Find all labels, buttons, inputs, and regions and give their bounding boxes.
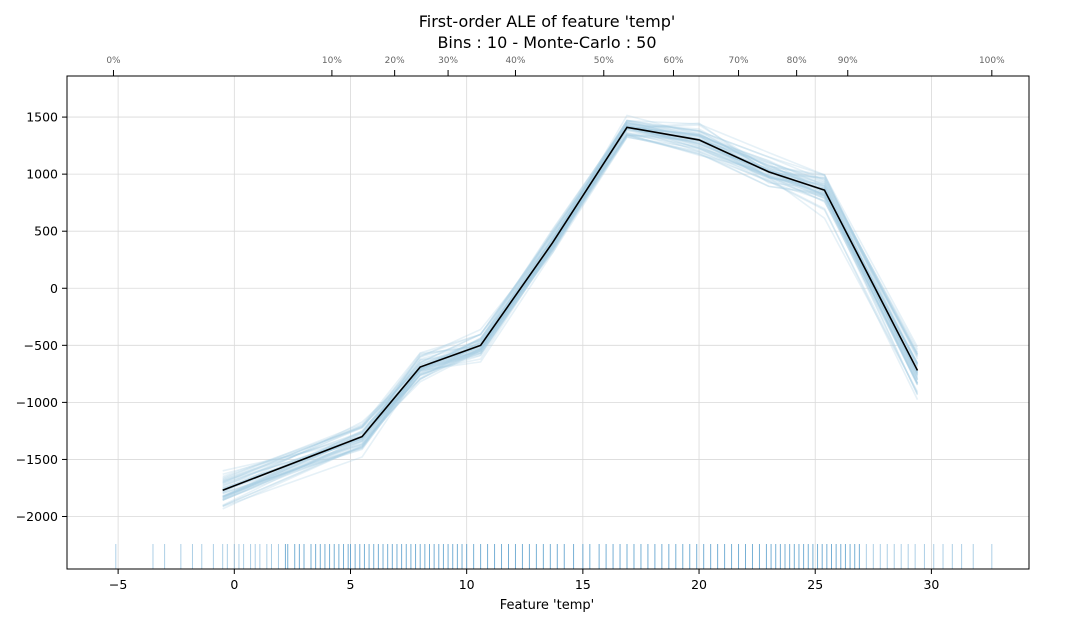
monte-carlo-run xyxy=(222,123,919,506)
monte-carlo-run xyxy=(222,126,919,494)
x-tick-label: 25 xyxy=(807,577,823,592)
monte-carlo-run xyxy=(222,119,919,480)
monte-carlo-run xyxy=(222,133,919,507)
x-tick-label: 15 xyxy=(575,577,591,592)
x-tick-label: 10 xyxy=(459,577,475,592)
monte-carlo-run xyxy=(222,134,919,500)
monte-carlo-run xyxy=(222,126,919,491)
monte-carlo-run xyxy=(222,126,919,487)
y-tick-label: 0 xyxy=(50,281,58,296)
monte-carlo-run xyxy=(222,122,919,483)
monte-carlo-run xyxy=(222,123,919,482)
monte-carlo-run xyxy=(222,119,919,489)
chart-title: First-order ALE of feature 'temp' xyxy=(419,12,676,31)
monte-carlo-run xyxy=(222,135,919,510)
x-axis-label: Feature 'temp' xyxy=(500,598,594,613)
y-tick-label: 500 xyxy=(34,224,58,239)
quantile-tick-label: 10% xyxy=(322,56,342,66)
quantile-tick-label: 30% xyxy=(438,56,458,66)
monte-carlo-run xyxy=(222,119,919,488)
monte-carlo-run xyxy=(222,134,919,501)
monte-carlo-run xyxy=(222,119,919,472)
x-axis-ticks: −5 0 5 10 15 20 25 30 xyxy=(109,569,939,592)
monte-carlo-run xyxy=(222,132,919,501)
quantile-tick-label: 50% xyxy=(594,56,614,66)
monte-carlo-run xyxy=(222,125,919,478)
monte-carlo-run xyxy=(222,128,919,484)
quantile-tick-label: 80% xyxy=(787,56,807,66)
x-tick-label: 0 xyxy=(230,577,238,592)
monte-carlo-run xyxy=(222,121,919,490)
x-tick-label: 5 xyxy=(347,577,355,592)
quantile-tick-label: 100% xyxy=(979,56,1005,66)
x-tick-label: 30 xyxy=(923,577,939,592)
quantile-tick-label: 0% xyxy=(106,56,121,66)
monte-carlo-run xyxy=(222,136,919,494)
grid-lines xyxy=(67,76,1029,569)
quantile-tick-label: 60% xyxy=(663,56,683,66)
quantile-tick-label: 90% xyxy=(838,56,858,66)
y-tick-label: −500 xyxy=(24,338,58,353)
monte-carlo-run xyxy=(222,133,919,495)
rug-marks xyxy=(115,544,993,569)
quantile-tick-label: 20% xyxy=(385,56,405,66)
monte-carlo-run xyxy=(222,123,919,483)
monte-carlo-run xyxy=(222,131,919,499)
quantile-ticks: 0% 10% 20% 30% 40% 50% 60% 70% 80% 90% 100% xyxy=(106,56,1005,76)
ale-line xyxy=(222,126,919,492)
y-axis-ticks: −2000 −1500 −1000 −500 0 500 1000 1500 xyxy=(16,110,67,524)
y-tick-label: 1000 xyxy=(26,167,58,182)
y-tick-label: −1500 xyxy=(16,452,58,467)
monte-carlo-run xyxy=(222,120,919,493)
x-tick-label: −5 xyxy=(109,577,127,592)
monte-carlo-run xyxy=(222,114,919,481)
monte-carlo-run xyxy=(222,123,919,493)
monte-carlo-run xyxy=(222,134,919,507)
monte-carlo-run xyxy=(222,132,919,498)
x-tick-label: 20 xyxy=(691,577,707,592)
monte-carlo-run xyxy=(222,122,919,498)
monte-carlo-run xyxy=(222,122,919,476)
plot-frame xyxy=(66,75,1030,570)
monte-carlo-run xyxy=(222,126,919,501)
monte-carlo-run xyxy=(222,128,919,498)
quantile-tick-label: 40% xyxy=(505,56,525,66)
y-tick-label: 1500 xyxy=(26,110,58,125)
monte-carlo-run xyxy=(222,124,919,479)
ale-mean-line xyxy=(222,126,919,492)
monte-carlo-run xyxy=(222,128,919,499)
monte-carlo-run xyxy=(222,136,919,508)
quantile-tick-label: 70% xyxy=(729,56,749,66)
y-tick-label: −2000 xyxy=(16,509,58,524)
monte-carlo-run xyxy=(222,134,919,497)
chart-subtitle: Bins : 10 - Monte-Carlo : 50 xyxy=(437,33,656,52)
y-tick-label: −1000 xyxy=(16,395,58,410)
